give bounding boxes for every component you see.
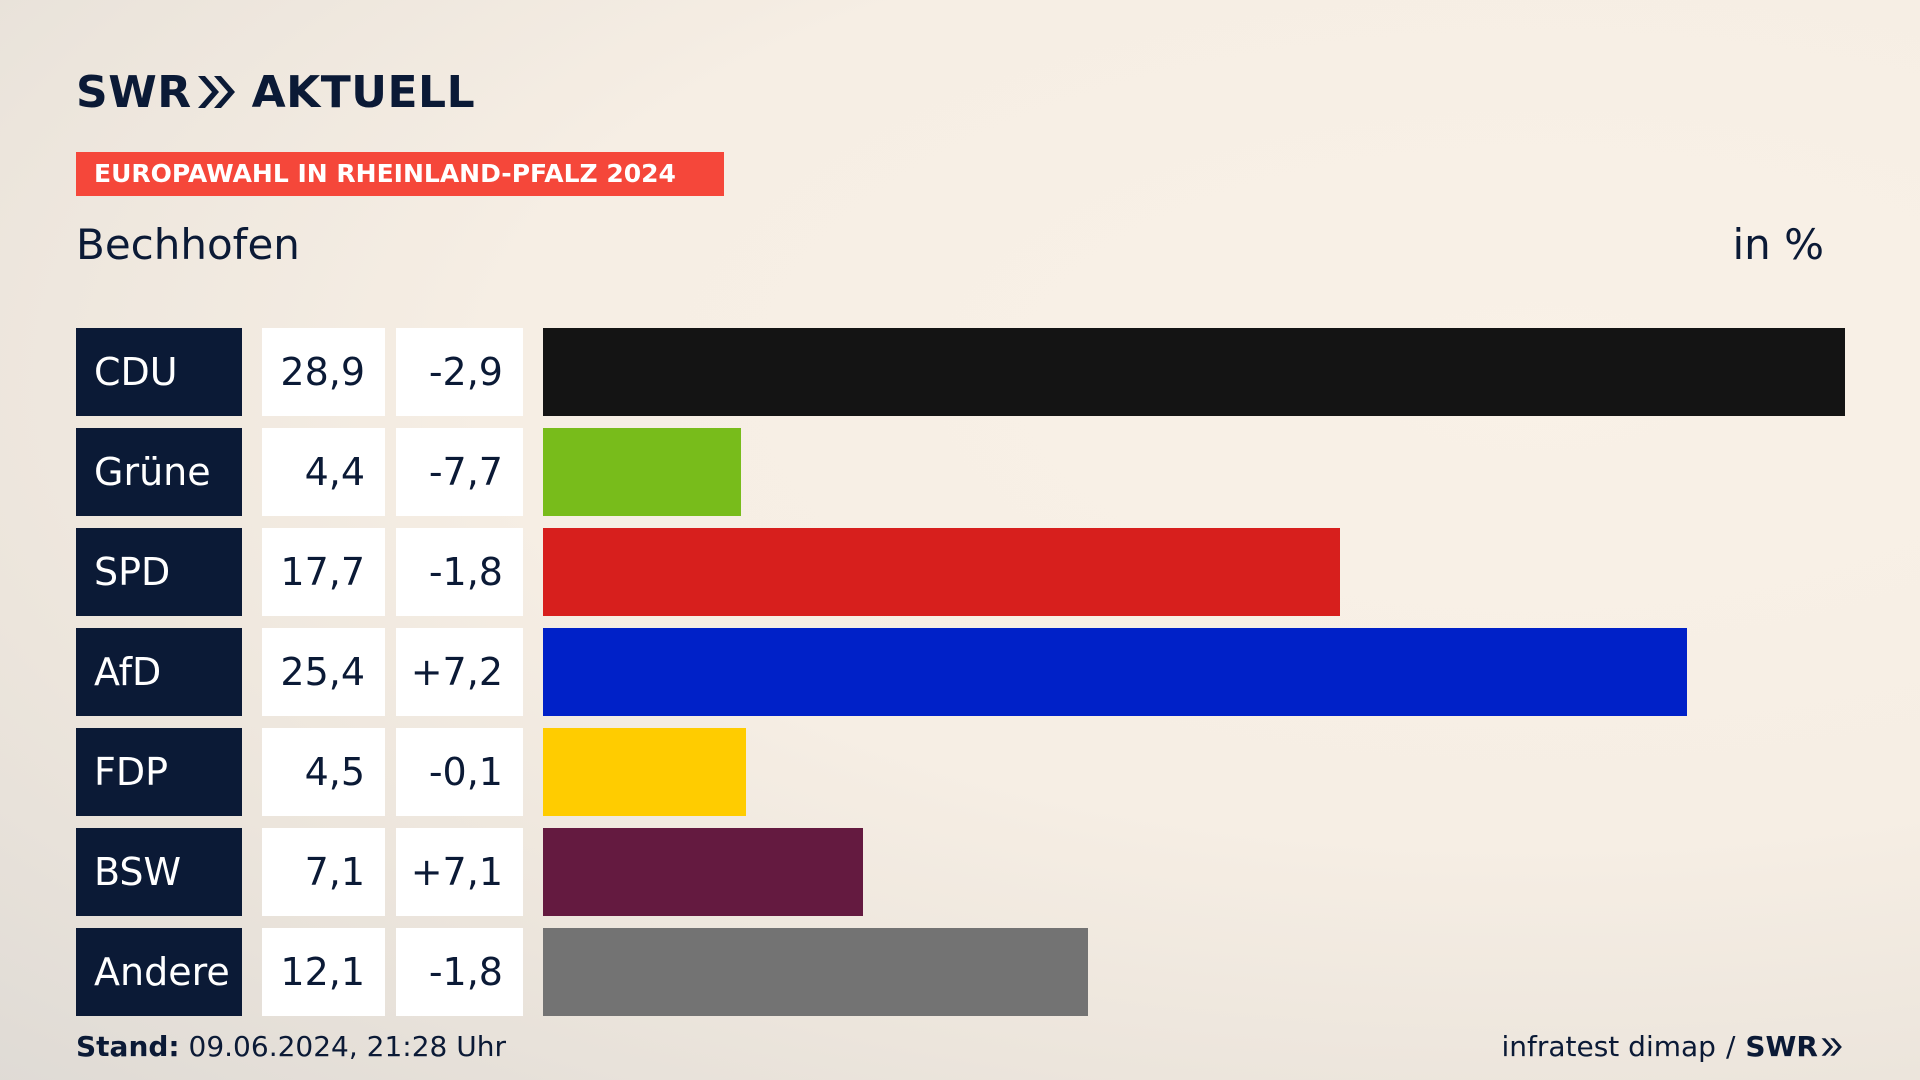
result-row: FDP 4,5 -0,1 — [0, 728, 1920, 816]
result-row: Andere 12,1 -1,8 — [0, 928, 1920, 1016]
result-bar — [543, 428, 741, 516]
logo-brand: SWR — [76, 66, 192, 118]
vote-change: -2,9 — [396, 328, 523, 416]
source-separator: / — [1725, 1030, 1736, 1063]
result-bar — [543, 928, 1088, 1016]
vote-change: -7,7 — [396, 428, 523, 516]
double-chevron-icon — [197, 76, 235, 108]
party-label: CDU — [76, 328, 242, 416]
vote-share: 12,1 — [262, 928, 385, 1016]
result-row: AfD 25,4 +7,2 — [0, 628, 1920, 716]
unit-label: in % — [1732, 220, 1824, 269]
place-title: Bechhofen — [76, 220, 300, 269]
source-label: infratest dimap — [1501, 1030, 1716, 1063]
party-label: Andere — [76, 928, 242, 1016]
party-label: SPD — [76, 528, 242, 616]
vote-share: 25,4 — [262, 628, 385, 716]
vote-share: 28,9 — [262, 328, 385, 416]
vote-share: 17,7 — [262, 528, 385, 616]
result-bar — [543, 828, 863, 916]
result-row: CDU 28,9 -2,9 — [0, 328, 1920, 416]
vote-share: 4,5 — [262, 728, 385, 816]
double-chevron-icon — [1821, 1037, 1842, 1056]
result-row: BSW 7,1 +7,1 — [0, 828, 1920, 916]
party-label: Grüne — [76, 428, 242, 516]
result-bar — [543, 728, 746, 816]
source-credit: infratest dimap / SWR — [1501, 1030, 1844, 1063]
party-label: FDP — [76, 728, 242, 816]
party-label: BSW — [76, 828, 242, 916]
small-logo-text: SWR — [1745, 1030, 1818, 1063]
party-label: AfD — [76, 628, 242, 716]
vote-change: -0,1 — [396, 728, 523, 816]
vote-change: -1,8 — [396, 928, 523, 1016]
result-row: SPD 17,7 -1,8 — [0, 528, 1920, 616]
vote-share: 4,4 — [262, 428, 385, 516]
vote-change: +7,2 — [396, 628, 523, 716]
timestamp: Stand: 09.06.2024, 21:28 Uhr — [76, 1030, 506, 1063]
result-bar — [543, 528, 1340, 616]
logo-product: AKTUELL — [251, 66, 476, 118]
stand-label: Stand: — [76, 1030, 180, 1063]
swr-aktuell-logo: SWR AKTUELL — [76, 66, 475, 118]
swr-small-logo: SWR — [1745, 1030, 1844, 1063]
stand-value: 09.06.2024, 21:28 Uhr — [188, 1030, 506, 1063]
vote-change: -1,8 — [396, 528, 523, 616]
vote-share: 7,1 — [262, 828, 385, 916]
result-row: Grüne 4,4 -7,7 — [0, 428, 1920, 516]
result-bar — [543, 328, 1845, 416]
election-tag: EUROPAWAHL IN RHEINLAND-PFALZ 2024 — [76, 152, 724, 196]
result-bar — [543, 628, 1687, 716]
vote-change: +7,1 — [396, 828, 523, 916]
